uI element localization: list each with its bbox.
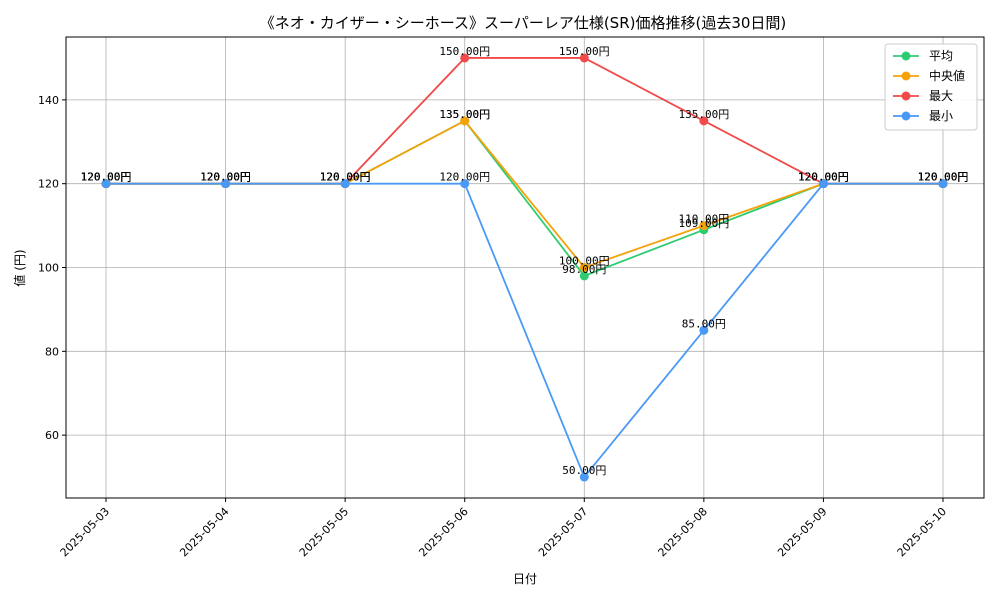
legend-entry: 最大 [929,89,953,103]
data-point [579,271,589,281]
data-label: 120.00円 [200,171,251,184]
data-point [101,179,111,189]
data-point [460,179,470,189]
data-label: 109.00円 [678,217,729,230]
data-point [340,179,350,189]
legend-entry: 最小 [929,109,953,123]
data-label: 110.00円 [678,213,729,226]
data-label: 98.00円 [562,263,606,276]
data-label: 150.00円 [559,45,610,58]
grid-lines [66,37,984,498]
data-label: 120.00円 [320,171,371,184]
data-labels: 120.00円 120.00円 120.00円 135.00円 98.00円 109.00… [81,45,969,477]
series-2 [101,53,948,189]
data-label: 120.00円 [320,171,371,184]
y-tick-label: 100 [38,262,59,275]
data-point [938,179,948,189]
series-line [106,119,943,269]
legend-marker [901,71,911,81]
legend-entry: 平均 [929,49,953,63]
data-label: 120.00円 [320,171,371,184]
data-label: 120.00円 [439,171,490,184]
data-label: 50.00円 [562,464,606,477]
legend-box [884,43,978,131]
series-0 [101,116,948,281]
legend-marker [901,91,911,101]
data-label: 135.00円 [439,108,490,121]
data-label: 85.00円 [682,317,726,330]
legend-entry: 中央値 [929,68,965,83]
x-tick-label: 2025-05-10 [895,505,949,559]
data-point [579,472,589,482]
data-label: 100.00円 [559,255,610,268]
x-tick-label: 2025-05-08 [656,505,710,559]
x-tick-label: 2025-05-09 [775,505,829,559]
data-label: 120.00円 [200,171,251,184]
y-axis-ticks: 60 80 100 120 140 [38,94,66,442]
series-line [106,119,943,277]
x-tick-label: 2025-05-04 [177,505,231,559]
y-tick-label: 60 [45,429,59,442]
y-tick-label: 120 [38,178,59,191]
x-tick-label: 2025-05-06 [416,505,470,559]
data-label: 120.00円 [81,171,132,184]
y-tick-label: 80 [45,345,59,358]
x-tick-label: 2025-05-05 [297,505,351,559]
data-label: 120.00円 [918,171,969,184]
data-label: 120.00円 [918,171,969,184]
data-label: 120.00円 [798,171,849,184]
data-label: 120.00円 [81,171,132,184]
series-line [106,182,943,479]
data-point [579,53,589,63]
data-point [221,179,231,189]
data-label: 120.00円 [798,171,849,184]
data-label: 120.00円 [798,171,849,184]
data-label: 135.00円 [439,108,490,121]
series-3 [101,179,948,482]
data-label: 135.00円 [678,108,729,121]
data-point [699,221,709,231]
data-label: 120.00円 [200,171,251,184]
legend-marker [901,51,911,61]
data-point [699,325,709,335]
y-tick-label: 140 [38,94,59,107]
legend-marker [901,111,911,121]
data-label: 120.00円 [918,171,969,184]
series-1 [101,116,948,272]
x-tick-label: 2025-05-03 [58,505,112,559]
data-label: 120.00円 [200,171,251,184]
x-axis-label: 日付 [513,572,537,586]
data-label: 120.00円 [81,171,132,184]
data-label: 120.00円 [918,171,969,184]
y-axis-label: 値 (円) [12,249,27,286]
data-point [699,116,709,126]
data-label: 150.00円 [439,45,490,58]
x-tick-label: 2025-05-07 [536,505,590,559]
data-label: 120.00円 [798,171,849,184]
series-line [106,57,943,185]
x-axis-ticks: 2025-05-03 2025-05-04 2025-05-05 2025-05-06… [58,498,949,559]
data-point [818,179,828,189]
data-point [579,263,589,272]
data-label: 120.00円 [81,171,132,184]
data-label: 120.00円 [320,171,371,184]
data-point [460,53,470,63]
data-point [460,116,470,126]
chart-title: 《ネオ・カイザー・シーホース》スーパーレア仕様(SR)価格推移(過去30日間) [260,14,787,32]
series-layer [101,53,948,482]
